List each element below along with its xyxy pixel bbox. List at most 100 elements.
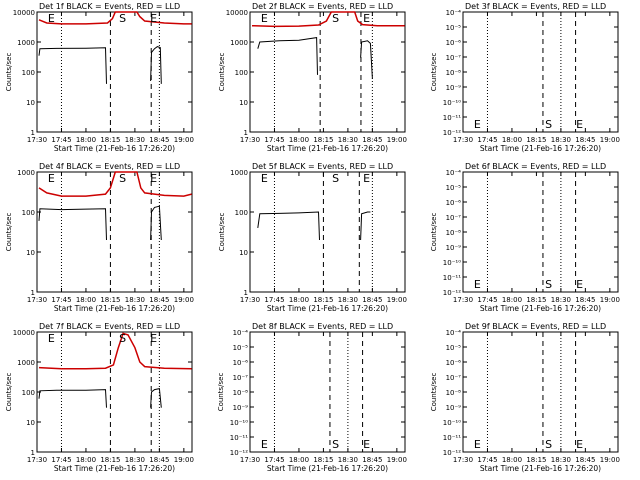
y-tick-label: 10⁻⁵ [446, 24, 462, 32]
y-tick-label: 10⁻¹² [443, 449, 461, 457]
time-marker-label: S [545, 278, 552, 291]
x-tick-label: 18:00 [502, 136, 522, 144]
x-tick-label: 18:15 [313, 136, 333, 144]
y-tick-label: 1 [31, 129, 35, 137]
y-tick-label: 10⁻⁹ [446, 244, 462, 252]
time-marker-label: E [48, 172, 55, 185]
time-marker-label: S [119, 12, 126, 25]
time-marker-label: E [363, 172, 370, 185]
panel-title: Det 9f BLACK = Events, RED = LLD [465, 322, 606, 331]
time-marker-label: S [332, 438, 339, 451]
y-tick-label: 1000 [17, 359, 35, 367]
detector-panel: Det 6f BLACK = Events, RED = LLD 10⁻¹² 10⁻… [430, 162, 620, 313]
y-tick-label: 10 [239, 99, 248, 107]
time-marker-label: S [332, 172, 339, 185]
y-tick-label: 100 [22, 69, 35, 77]
y-tick-label: 10⁻¹² [443, 129, 461, 137]
y-tick-label: 10⁻⁴ [446, 329, 462, 337]
y-axis-label: Counts/sec [430, 213, 438, 252]
x-tick-label: 18:15 [100, 136, 120, 144]
plot-frame [249, 11, 406, 133]
x-tick-label: 18:15 [526, 136, 546, 144]
x-tick-label: 18:00 [502, 456, 522, 464]
x-tick-label: 17:45 [477, 296, 497, 304]
x-tick-label: 18:00 [289, 456, 309, 464]
x-tick-label: 17:30 [27, 296, 47, 304]
detector-panel: Det 7f BLACK = Events, RED = LLD 1 10 100 10… [5, 322, 194, 473]
x-tick-label: 19:00 [600, 136, 620, 144]
plot-frame [36, 331, 193, 453]
events-series-line [150, 205, 162, 241]
time-marker-label: E [48, 12, 55, 25]
plot-frame [36, 11, 193, 133]
time-marker-label: E [576, 278, 583, 291]
y-tick-label: 10⁻¹² [443, 289, 461, 297]
y-tick-label: 1000 [17, 39, 35, 47]
x-tick-label: 19:00 [600, 296, 620, 304]
x-tick-label: 17:45 [477, 456, 497, 464]
x-tick-label: 18:00 [502, 296, 522, 304]
x-tick-label: 17:30 [27, 136, 47, 144]
events-series-line [38, 389, 107, 408]
y-tick-label: 10⁻⁸ [446, 389, 462, 397]
lld-series-line [38, 332, 192, 370]
x-tick-label: 18:30 [125, 136, 145, 144]
x-tick-label: 17:30 [453, 296, 473, 304]
x-tick-label: 18:15 [526, 296, 546, 304]
x-tick-label: 18:00 [76, 456, 96, 464]
time-marker-label: E [474, 118, 481, 131]
y-tick-label: 10⁻⁶ [446, 39, 462, 47]
y-axis-label: Counts/sec [430, 373, 438, 412]
x-tick-label: 18:45 [362, 296, 382, 304]
y-tick-label: 10000 [13, 9, 35, 17]
y-tick-label: 100 [22, 389, 35, 397]
x-tick-label: 17:45 [264, 456, 284, 464]
x-axis-label: Start Time (21-Feb-16 17:26:20) [480, 304, 601, 313]
x-tick-label: 19:00 [174, 456, 194, 464]
time-marker-label: E [150, 332, 157, 345]
x-tick-label: 18:45 [149, 136, 169, 144]
lld-series-line [38, 11, 192, 25]
y-tick-label: 10⁻⁸ [233, 389, 249, 397]
time-marker-label: E [150, 172, 157, 185]
panel-title: Det 7f BLACK = Events, RED = LLD [39, 322, 180, 331]
lld-series-line [38, 171, 192, 197]
y-tick-label: 1000 [17, 169, 35, 177]
x-axis-label: Start Time (21-Feb-16 17:26:20) [267, 464, 388, 473]
x-tick-label: 18:30 [551, 296, 571, 304]
y-axis-label: Counts/sec [218, 213, 226, 252]
panel-title: Det 5f BLACK = Events, RED = LLD [252, 162, 393, 171]
x-tick-label: 17:30 [453, 456, 473, 464]
time-marker-label: E [48, 332, 55, 345]
x-tick-label: 19:00 [387, 456, 407, 464]
y-axis-label: Counts/sec [218, 53, 226, 92]
x-tick-label: 18:30 [551, 456, 571, 464]
detector-panel: Det 2f BLACK = Events, RED = LLD 1 10 100 10… [218, 2, 407, 153]
x-axis-label: Start Time (21-Feb-16 17:26:20) [54, 144, 175, 153]
x-tick-label: 18:45 [575, 296, 595, 304]
time-marker-label: E [261, 172, 268, 185]
x-tick-label: 18:45 [575, 456, 595, 464]
x-tick-label: 19:00 [600, 456, 620, 464]
detector-panel: Det 1f BLACK = Events, RED = LLD 1 10 100 10… [5, 2, 194, 153]
x-tick-label: 19:00 [387, 136, 407, 144]
x-tick-label: 17:45 [51, 296, 71, 304]
y-tick-label: 10⁻¹¹ [230, 434, 248, 442]
y-tick-label: 10⁻⁷ [233, 374, 249, 382]
y-tick-label: 10⁻⁶ [233, 359, 249, 367]
x-tick-label: 18:15 [100, 456, 120, 464]
x-tick-label: 17:45 [51, 456, 71, 464]
x-tick-label: 18:00 [289, 136, 309, 144]
plot-frame [462, 171, 619, 293]
events-series-line [150, 387, 162, 408]
x-tick-label: 17:30 [27, 456, 47, 464]
x-tick-label: 18:30 [338, 456, 358, 464]
x-tick-label: 18:15 [313, 456, 333, 464]
y-tick-label: 100 [235, 209, 248, 217]
y-tick-label: 10⁻⁵ [446, 184, 462, 192]
x-axis-label: Start Time (21-Feb-16 17:26:20) [267, 144, 388, 153]
y-tick-label: 10 [26, 249, 35, 257]
x-tick-label: 18:00 [76, 136, 96, 144]
x-tick-label: 19:00 [174, 296, 194, 304]
y-tick-label: 100 [22, 209, 35, 217]
